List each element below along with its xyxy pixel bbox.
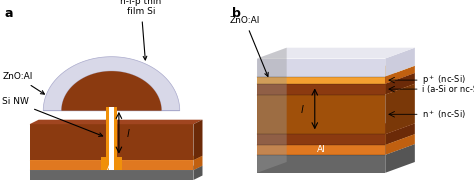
FancyBboxPatch shape (109, 107, 114, 158)
Polygon shape (257, 123, 415, 134)
Text: a: a (5, 7, 13, 20)
Text: Al: Al (107, 163, 116, 172)
Text: $l$: $l$ (126, 127, 130, 139)
Polygon shape (193, 120, 202, 160)
FancyBboxPatch shape (29, 160, 193, 170)
Text: Si NW: Si NW (2, 97, 103, 136)
Polygon shape (257, 134, 415, 145)
Polygon shape (385, 123, 415, 145)
Polygon shape (29, 120, 202, 124)
Polygon shape (193, 156, 202, 170)
Text: n-i-p thin
film Si: n-i-p thin film Si (120, 0, 162, 60)
Text: b: b (232, 7, 241, 20)
Text: p$^+$ (nc-Si): p$^+$ (nc-Si) (422, 73, 466, 87)
FancyBboxPatch shape (29, 170, 193, 180)
Polygon shape (257, 144, 415, 155)
Polygon shape (385, 48, 415, 76)
Polygon shape (257, 145, 385, 155)
Text: ZnO:Al: ZnO:Al (2, 72, 45, 94)
FancyBboxPatch shape (106, 107, 117, 158)
Polygon shape (257, 48, 287, 173)
Polygon shape (43, 57, 180, 111)
Polygon shape (62, 71, 162, 111)
Polygon shape (385, 144, 415, 173)
Text: i (a-Si or nc-Si): i (a-Si or nc-Si) (422, 85, 474, 94)
FancyBboxPatch shape (109, 157, 114, 170)
Polygon shape (193, 166, 202, 180)
Polygon shape (385, 84, 415, 134)
Polygon shape (257, 76, 385, 84)
Polygon shape (257, 155, 385, 173)
FancyBboxPatch shape (101, 157, 122, 170)
Polygon shape (29, 166, 202, 170)
Text: Al: Al (317, 145, 326, 154)
Polygon shape (257, 94, 385, 134)
Polygon shape (257, 73, 415, 84)
Text: ZnO:Al: ZnO:Al (230, 16, 268, 76)
Polygon shape (385, 66, 415, 84)
Polygon shape (257, 66, 415, 76)
Polygon shape (29, 156, 202, 160)
Polygon shape (257, 84, 385, 94)
Polygon shape (257, 134, 385, 145)
FancyBboxPatch shape (29, 124, 193, 160)
Text: n$^+$ (nc-Si): n$^+$ (nc-Si) (422, 108, 466, 121)
Text: $l$: $l$ (300, 103, 305, 115)
Polygon shape (257, 48, 415, 58)
Polygon shape (257, 84, 415, 94)
Polygon shape (257, 58, 385, 76)
Polygon shape (385, 73, 415, 94)
Polygon shape (385, 134, 415, 155)
